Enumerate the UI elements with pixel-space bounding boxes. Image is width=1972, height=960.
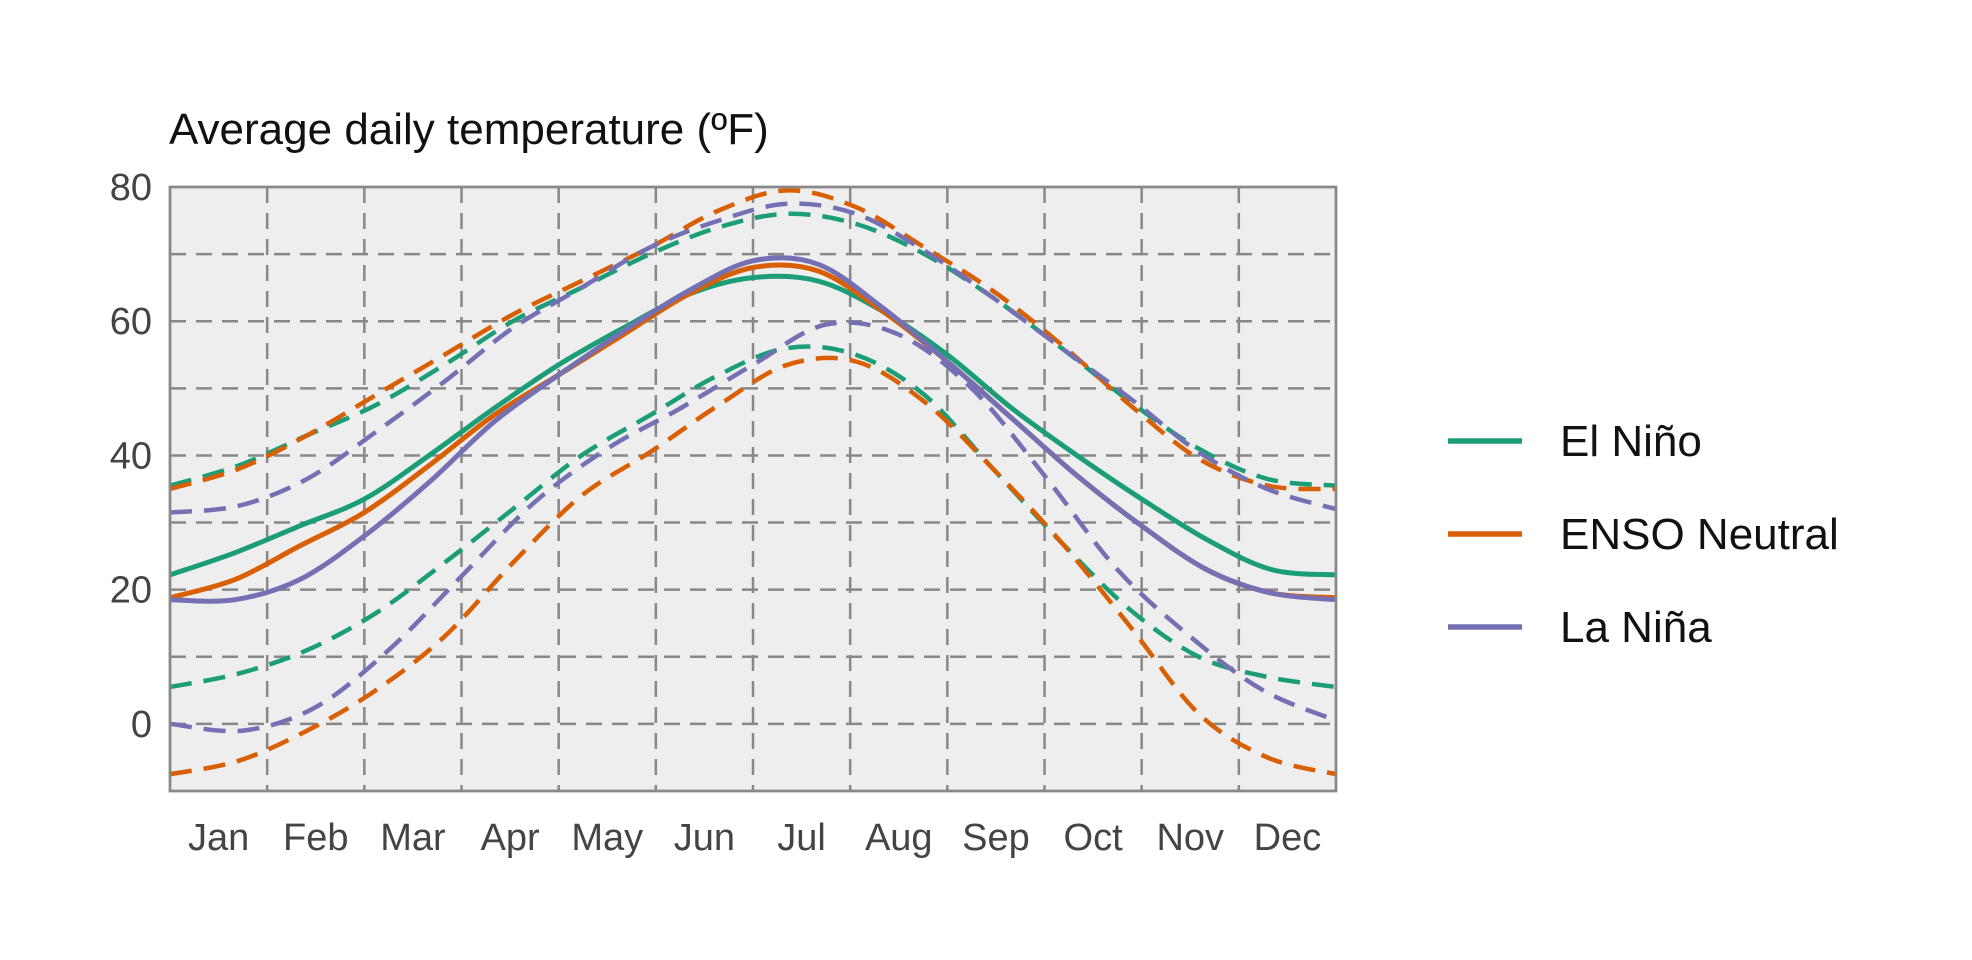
y-axis-ticks: 0 20 40 60 80 — [110, 167, 152, 746]
y-tick-label: 80 — [110, 167, 152, 209]
grid — [170, 187, 1336, 791]
chart-title: Average daily temperature (ºF) — [169, 105, 769, 154]
legend: El Niño ENSO Neutral La Niña — [1448, 417, 1839, 652]
x-tick-label: Jul — [777, 817, 826, 859]
y-tick-label: 60 — [110, 301, 152, 343]
x-tick-label: Feb — [283, 817, 348, 859]
x-tick-label: May — [571, 817, 643, 859]
x-tick-label: Apr — [481, 817, 540, 859]
x-tick-label: Mar — [380, 817, 446, 859]
series-line-dashed — [169, 188, 1337, 492]
series-lines — [169, 188, 1337, 777]
legend-label: La Niña — [1560, 603, 1712, 652]
x-tick-label: Dec — [1254, 817, 1322, 859]
series-line-dashed — [169, 201, 1337, 515]
x-tick-label: Nov — [1156, 817, 1224, 859]
x-tick-label: Jan — [188, 817, 249, 859]
x-axis-ticks: Jan Feb Mar Apr May Jun Jul Aug Sep Oct Nov Dec — [188, 817, 1321, 859]
series-line-dashed — [169, 355, 1337, 777]
series-line-dashed — [169, 344, 1337, 690]
x-tick-label: Sep — [962, 817, 1030, 859]
y-tick-label: 40 — [110, 435, 152, 477]
x-tick-label: Aug — [865, 817, 933, 859]
y-tick-label: 0 — [131, 704, 152, 746]
x-tick-label: Oct — [1064, 817, 1124, 859]
legend-label: El Niño — [1560, 417, 1702, 466]
series-line-dashed — [169, 211, 1337, 488]
series-line-solid — [169, 273, 1337, 578]
legend-label: ENSO Neutral — [1560, 510, 1839, 559]
series-line-solid — [169, 255, 1337, 604]
y-tick-label: 20 — [110, 570, 152, 612]
plot-frame — [168, 185, 1338, 793]
x-tick-label: Jun — [674, 817, 735, 859]
